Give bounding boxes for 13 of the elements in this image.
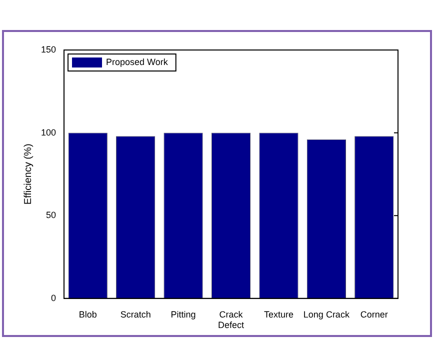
- y-tick-label: 0: [51, 292, 56, 303]
- y-axis-title: Efficiency (%): [22, 144, 34, 205]
- x-tick-label: Blob: [78, 309, 97, 320]
- x-tick-label: Crack Defect: [218, 309, 245, 330]
- x-tick-label: Scratch: [120, 309, 151, 320]
- x-tick-label: Texture: [264, 309, 294, 320]
- y-tick-label: 50: [46, 210, 56, 220]
- y-tick-label: 100: [40, 127, 56, 138]
- x-tick-label: Corner: [360, 309, 388, 320]
- y-tick-label: 150: [40, 44, 56, 54]
- x-tick-label: Long Crack: [303, 309, 350, 320]
- x-tick-label: Pitting: [170, 309, 196, 320]
- legend-label: Proposed Work: [106, 56, 168, 67]
